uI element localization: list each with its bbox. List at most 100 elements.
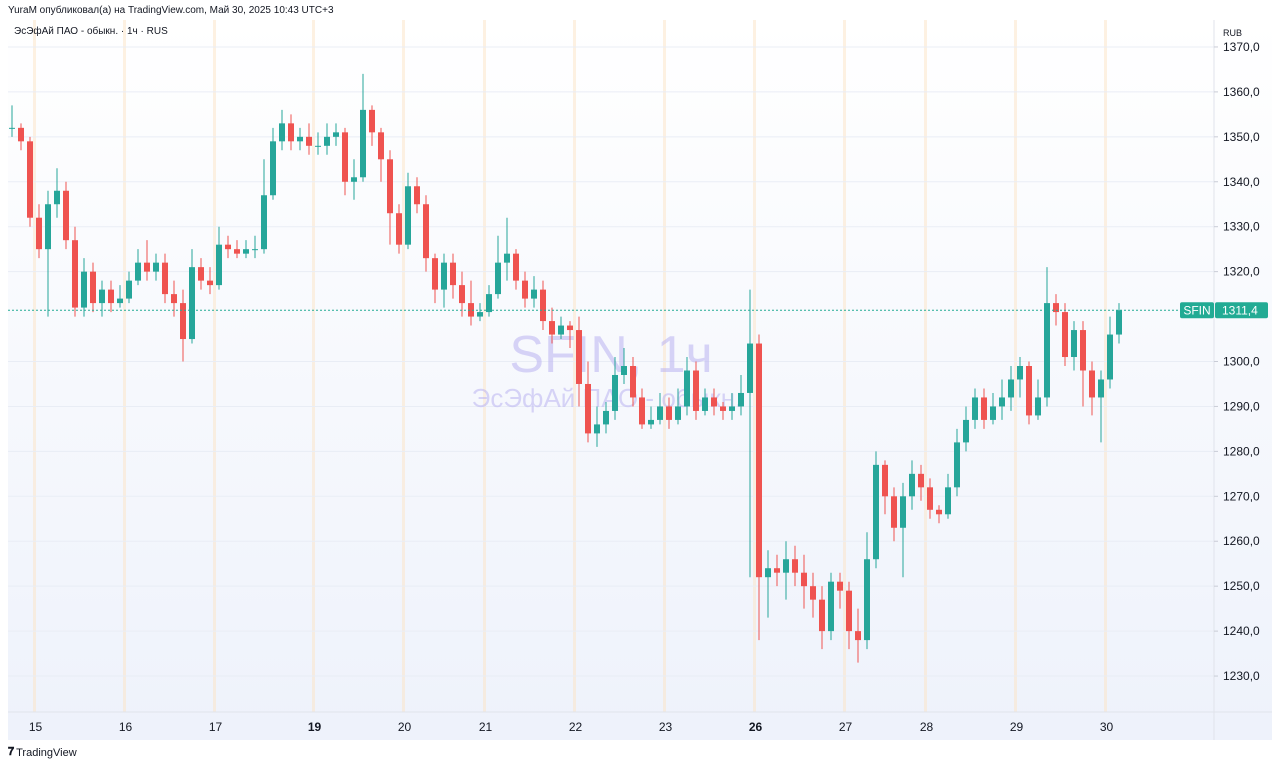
candle-body — [486, 294, 492, 313]
candle-body — [297, 136, 303, 142]
candle — [432, 253, 438, 304]
candle-body — [927, 487, 933, 510]
session-separator — [402, 20, 405, 712]
candle-body — [576, 330, 582, 384]
candle — [72, 226, 78, 317]
candle — [288, 114, 294, 151]
candle — [405, 172, 411, 250]
last-price-badge: SFIN 1311,4 — [1180, 302, 1268, 319]
candle-body — [135, 262, 141, 281]
y-tick-label: 1230,0 — [1223, 669, 1260, 683]
y-tick-label: 1260,0 — [1223, 534, 1260, 548]
candle — [396, 204, 402, 254]
candle-body — [252, 249, 258, 251]
candle — [315, 132, 321, 155]
candle — [270, 127, 276, 200]
candle — [108, 280, 114, 313]
session-separator — [213, 20, 216, 712]
candle-body — [27, 141, 33, 218]
candle — [756, 334, 762, 641]
candle — [1089, 361, 1095, 416]
symbol-badge-label: SFIN — [1183, 303, 1210, 317]
candle-body — [9, 127, 15, 129]
candle — [360, 73, 366, 182]
candle-body — [45, 204, 51, 250]
session-separator — [924, 20, 927, 712]
candle — [1116, 303, 1122, 344]
candle-body — [621, 366, 627, 375]
candle — [801, 554, 807, 609]
candle — [1062, 303, 1068, 366]
candle-body — [630, 366, 636, 398]
y-tick-label: 1250,0 — [1223, 579, 1260, 593]
symbol-title[interactable]: ЭсЭфАй ПАО - обыкн. · 1ч · RUS — [14, 26, 168, 37]
candle-body — [1026, 366, 1032, 416]
candle — [981, 388, 987, 429]
candle — [1008, 366, 1014, 411]
candle-body — [1098, 379, 1104, 398]
candle-body — [1062, 312, 1068, 358]
candle — [612, 357, 618, 420]
candle-body — [243, 249, 249, 254]
time-axis: 15 16 17 19 20 21 22 23 26 27 28 29 30 — [29, 720, 1114, 734]
candle — [531, 276, 537, 308]
publication-info: YuraM опубликовал(а) на TradingView.com,… — [8, 5, 334, 16]
candle-body — [225, 244, 231, 250]
candle-body — [990, 406, 996, 420]
candle-body — [234, 249, 240, 254]
candle — [972, 388, 978, 429]
candle-body — [153, 262, 159, 272]
candle-body — [1017, 366, 1023, 380]
candle-body — [531, 289, 537, 299]
candle — [864, 532, 870, 650]
candle — [351, 159, 357, 200]
candle — [90, 262, 96, 313]
candle-body — [81, 271, 87, 308]
candle-body — [270, 141, 276, 196]
candle-body — [162, 262, 168, 295]
candle-body — [549, 321, 555, 335]
candle — [684, 357, 690, 416]
candle — [423, 195, 429, 272]
x-tick-label: 22 — [569, 720, 583, 734]
candle-body — [144, 262, 150, 272]
candle — [522, 271, 528, 308]
candle-body — [567, 325, 573, 331]
candle-body — [1044, 303, 1050, 398]
candle-body — [648, 419, 654, 425]
candle — [648, 406, 654, 429]
y-tick-label: 1350,0 — [1223, 130, 1260, 144]
candle-body — [36, 217, 42, 250]
x-tick-label: 29 — [1010, 720, 1024, 734]
candle — [918, 464, 924, 501]
y-tick-label: 1300,0 — [1223, 355, 1260, 369]
tradingview-logo-icon: 𝟕 — [8, 746, 14, 758]
candle-body — [801, 572, 807, 587]
candle — [342, 127, 348, 196]
session-separator — [33, 20, 36, 712]
candle — [468, 280, 474, 326]
candle — [711, 388, 717, 416]
candle-body — [819, 599, 825, 632]
candle-body — [1053, 303, 1059, 313]
x-tick-label: 21 — [479, 720, 493, 734]
candle — [486, 285, 492, 317]
candle-body — [477, 312, 483, 317]
candle-body — [1080, 330, 1086, 371]
candle — [567, 321, 573, 349]
candle-body — [999, 397, 1005, 407]
candle-body — [936, 509, 942, 515]
candle — [693, 361, 699, 420]
candle-body — [117, 298, 123, 304]
x-tick-label: 30 — [1100, 720, 1114, 734]
candle — [54, 168, 60, 218]
candle-body — [828, 581, 834, 632]
candle — [81, 258, 87, 317]
symbol-badge-bg — [1180, 302, 1214, 319]
chart-area[interactable] — [8, 20, 1272, 740]
candle — [576, 316, 582, 407]
candle — [414, 177, 420, 214]
candle-body — [378, 132, 384, 160]
